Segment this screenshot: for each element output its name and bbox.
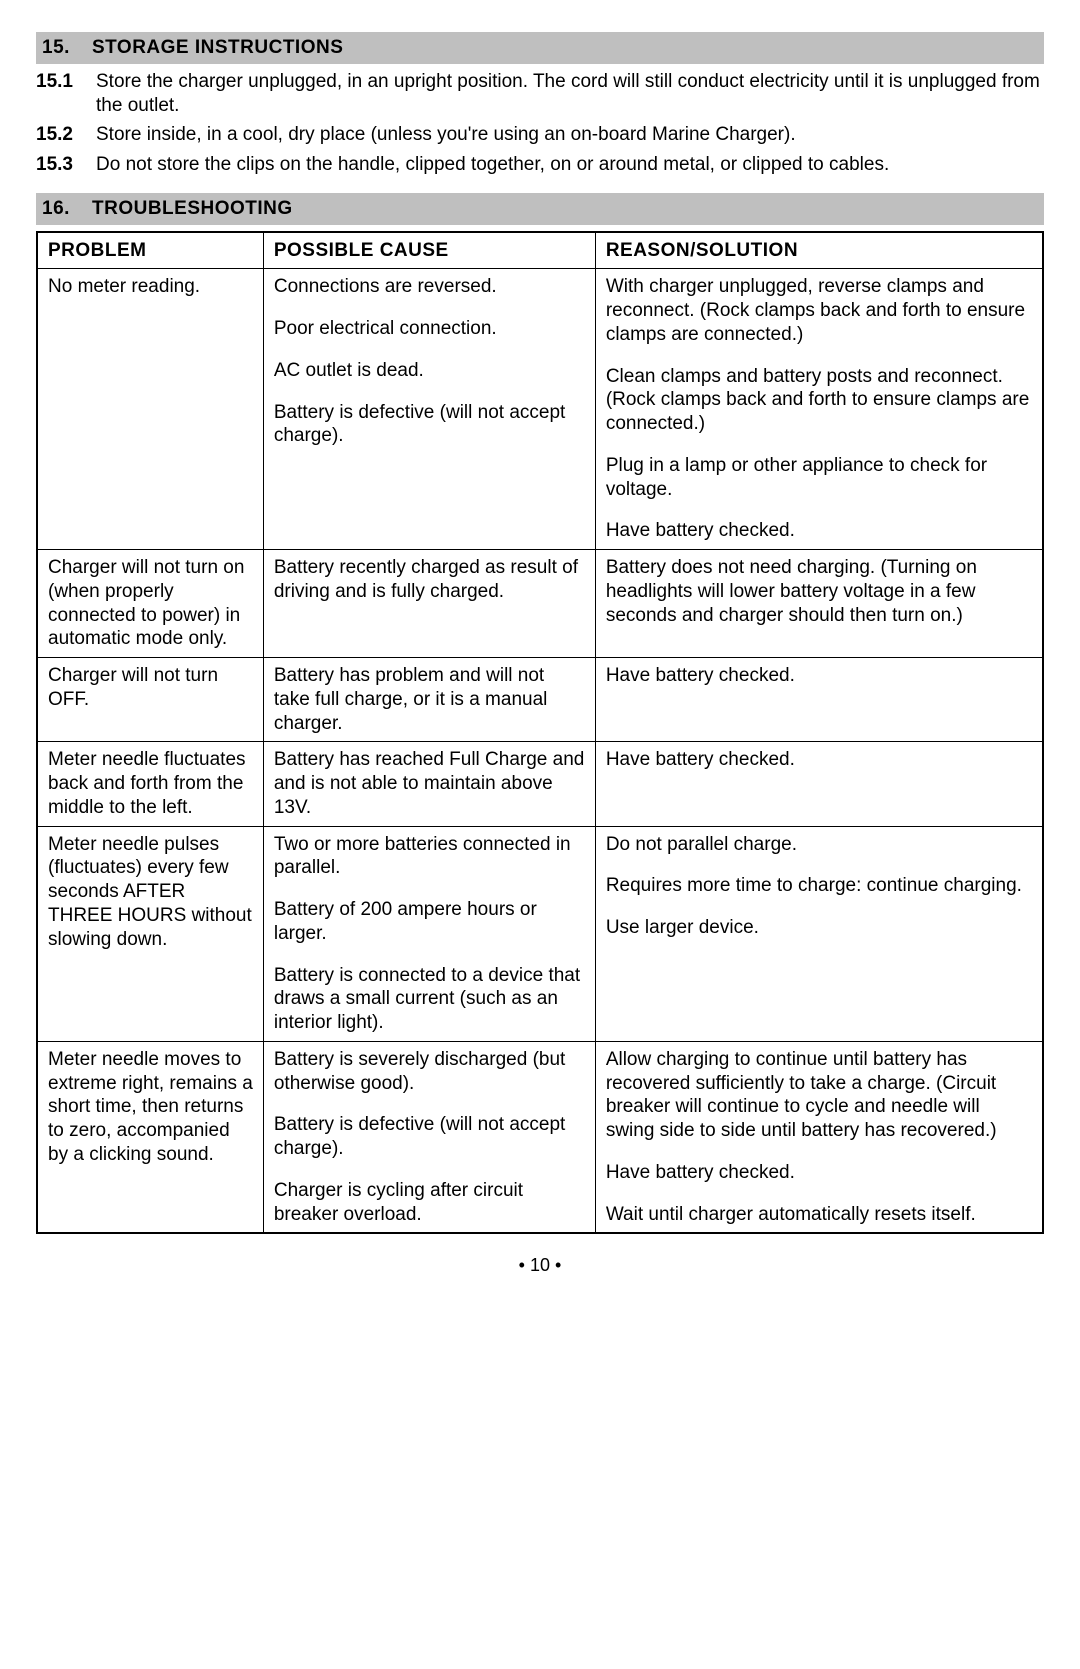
cause-text: Battery is connected to a device that dr… [274,964,585,1035]
cause-text: Battery is defective (will not accept ch… [274,1113,585,1161]
cause-cell: Two or more batteries connected in paral… [263,826,595,1041]
cause-text: Connections are reversed. [274,275,585,299]
solution-text: Use larger device. [606,916,1032,940]
troubleshooting-table: PROBLEM POSSIBLE CAUSE REASON/SOLUTION N… [36,231,1044,1235]
section-number: 15. [42,36,70,60]
cause-text: Battery recently charged as result of dr… [274,556,585,604]
solution-text: With charger unplugged, reverse clamps a… [606,275,1032,346]
cause-text: Charger is cycling after circuit breaker… [274,1179,585,1227]
section-title: TROUBLESHOOTING [92,197,293,221]
instruction-row: 15.1 Store the charger unplugged, in an … [36,70,1044,118]
problem-cell: Charger will not turn on (when properly … [37,550,263,658]
instruction-number: 15.2 [36,123,74,147]
cause-text: Battery of 200 ampere hours or larger. [274,898,585,946]
table-header-row: PROBLEM POSSIBLE CAUSE REASON/SOLUTION [37,232,1043,269]
cause-text: Battery has problem and will not take fu… [274,664,585,735]
instruction-text: Do not store the clips on the handle, cl… [96,153,1044,177]
table-row: Charger will not turn on (when properly … [37,550,1043,658]
storage-section-header: 15. STORAGE INSTRUCTIONS [36,32,1044,64]
column-header-problem: PROBLEM [37,232,263,269]
cause-text: Two or more batteries connected in paral… [274,833,585,881]
column-header-cause: POSSIBLE CAUSE [263,232,595,269]
solution-cell: Battery does not need charging. (Turning… [595,550,1043,658]
cause-text: AC outlet is dead. [274,359,585,383]
cause-text: Battery has reached Full Charge and and … [274,748,585,819]
problem-cell: Meter needle fluctuates back and forth f… [37,742,263,826]
section-number: 16. [42,197,70,221]
column-header-solution: REASON/SOLUTION [595,232,1043,269]
cause-cell: Battery recently charged as result of dr… [263,550,595,658]
cause-text: Battery is defective (will not accept ch… [274,401,585,449]
cause-text: Battery is severely discharged (but othe… [274,1048,585,1096]
solution-text: Requires more time to charge: continue c… [606,874,1032,898]
solution-text: Allow charging to continue until battery… [606,1048,1032,1143]
cause-cell: Battery has problem and will not take fu… [263,658,595,742]
solution-cell: Have battery checked. [595,658,1043,742]
solution-text: Battery does not need charging. (Turning… [606,556,1032,627]
storage-instruction-list: 15.1 Store the charger unplugged, in an … [36,70,1044,177]
solution-text: Plug in a lamp or other appliance to che… [606,454,1032,502]
instruction-row: 15.2 Store inside, in a cool, dry place … [36,123,1044,147]
table-row: Charger will not turn OFF. Battery has p… [37,658,1043,742]
table-row: Meter needle pulses (fluctuates) every f… [37,826,1043,1041]
page-number: • 10 • [36,1254,1044,1277]
instruction-number: 15.3 [36,153,74,177]
cause-cell: Battery has reached Full Charge and and … [263,742,595,826]
problem-cell: Meter needle moves to extreme right, rem… [37,1041,263,1233]
table-row: No meter reading. Connections are revers… [37,269,1043,550]
solution-text: Have battery checked. [606,748,1032,772]
solution-text: Wait until charger automatically resets … [606,1203,1032,1227]
table-row: Meter needle fluctuates back and forth f… [37,742,1043,826]
cause-cell: Battery is severely discharged (but othe… [263,1041,595,1233]
cause-text: Poor electrical connection. [274,317,585,341]
solution-cell: Allow charging to continue until battery… [595,1041,1043,1233]
problem-cell: Charger will not turn OFF. [37,658,263,742]
solution-text: Have battery checked. [606,664,1032,688]
table-row: Meter needle moves to extreme right, rem… [37,1041,1043,1233]
problem-cell: Meter needle pulses (fluctuates) every f… [37,826,263,1041]
solution-cell: Have battery checked. [595,742,1043,826]
instruction-row: 15.3 Do not store the clips on the handl… [36,153,1044,177]
instruction-number: 15.1 [36,70,74,118]
solution-cell: Do not parallel charge. Requires more ti… [595,826,1043,1041]
solution-text: Have battery checked. [606,1161,1032,1185]
solution-text: Have battery checked. [606,519,1032,543]
instruction-text: Store inside, in a cool, dry place (unle… [96,123,1044,147]
solution-cell: With charger unplugged, reverse clamps a… [595,269,1043,550]
problem-cell: No meter reading. [37,269,263,550]
cause-cell: Connections are reversed. Poor electrica… [263,269,595,550]
troubleshooting-section-header: 16. TROUBLESHOOTING [36,193,1044,225]
solution-text: Clean clamps and battery posts and recon… [606,365,1032,436]
instruction-text: Store the charger unplugged, in an uprig… [96,70,1044,118]
solution-text: Do not parallel charge. [606,833,1032,857]
section-title: STORAGE INSTRUCTIONS [92,36,343,60]
